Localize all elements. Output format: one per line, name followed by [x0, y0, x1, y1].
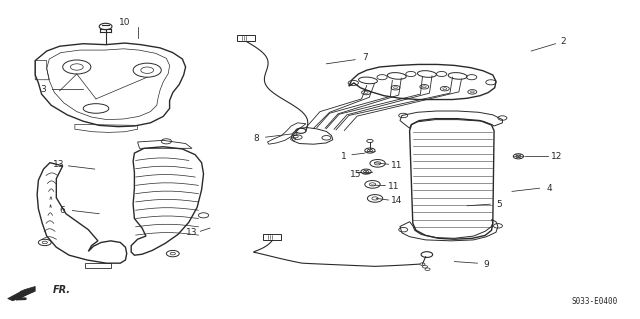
Text: 8: 8	[253, 134, 259, 143]
Text: 7: 7	[362, 53, 367, 62]
Text: 10: 10	[119, 18, 131, 27]
Text: 14: 14	[391, 197, 403, 205]
Text: 5: 5	[497, 200, 502, 209]
Text: 3: 3	[41, 85, 46, 94]
Text: 13: 13	[186, 228, 198, 237]
Text: 1: 1	[342, 152, 347, 161]
Text: 13: 13	[53, 160, 65, 169]
Text: 12: 12	[551, 152, 563, 161]
Text: 6: 6	[60, 206, 65, 215]
Text: 11: 11	[388, 182, 399, 191]
Text: 2: 2	[561, 37, 566, 46]
Polygon shape	[8, 286, 35, 301]
Text: 11: 11	[391, 161, 403, 170]
Text: 15: 15	[350, 170, 362, 179]
Text: S033-E0400: S033-E0400	[572, 297, 618, 306]
Text: 4: 4	[547, 184, 552, 193]
Text: 9: 9	[484, 260, 489, 269]
Text: FR.: FR.	[52, 285, 70, 295]
